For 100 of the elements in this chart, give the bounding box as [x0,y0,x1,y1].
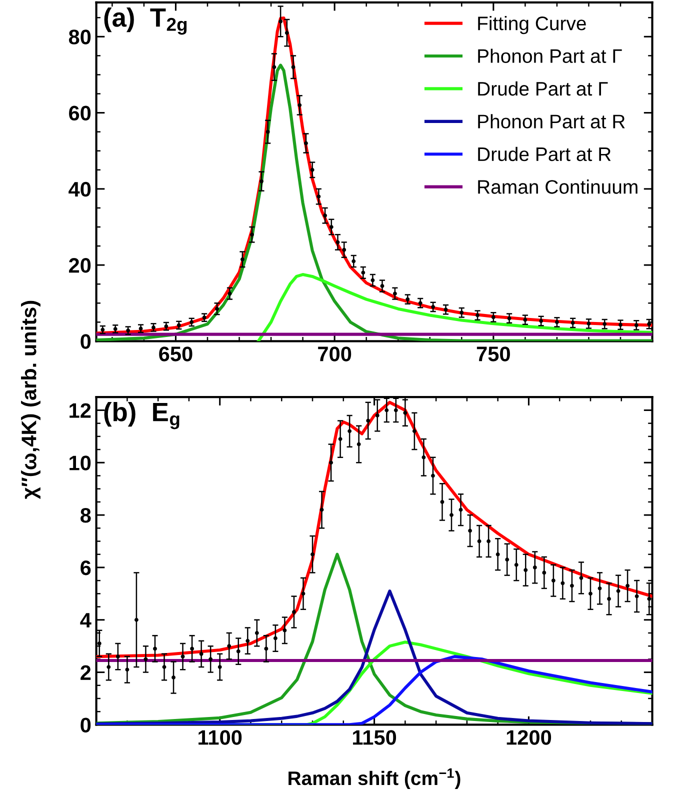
point [554,320,559,324]
point [310,168,314,172]
point [282,628,287,632]
point [406,297,410,302]
point [304,141,308,146]
point [227,644,232,648]
point [273,636,278,640]
point [370,278,375,282]
point [291,65,296,70]
point [172,676,176,680]
point [144,657,148,662]
legend-label: Phonon Part at Γ [478,48,622,63]
x-tick-label: 750 [476,346,510,362]
legend-label: Drude Part at Γ [478,81,608,96]
point [618,322,622,327]
point [444,308,448,312]
point [384,408,389,412]
point [208,657,213,662]
point [647,322,652,326]
y-tick-label: 12 [70,403,91,418]
point [634,323,638,328]
x-tick-label: 1150 [353,730,396,745]
point [250,232,254,237]
point [476,313,480,318]
point [616,589,620,593]
y-tick-label: 10 [70,456,91,470]
point [507,316,512,320]
point [491,315,496,320]
point [607,596,611,601]
point [458,508,463,512]
point [272,65,276,70]
point [523,318,528,322]
legend-label: Raman Continuum [478,180,638,194]
y-axis-title: χ″(ω,4K) (arb. units) [21,300,40,500]
point [320,508,324,512]
point [106,665,111,669]
line-series [256,273,652,342]
legend-label: Fitting Curve [478,16,586,34]
point [316,194,321,198]
point [392,292,397,296]
point [301,592,306,596]
y-tick-label: 40 [68,182,91,197]
point [586,322,591,326]
point [97,641,102,646]
point [264,646,268,651]
y-tick-label: 4 [80,613,92,628]
point [375,413,380,418]
point [278,19,283,24]
point [647,596,652,601]
point [342,248,346,252]
point [236,649,240,654]
point [246,638,250,643]
y-tick-label: 20 [68,258,91,273]
point [284,30,289,35]
point [292,610,296,614]
point [228,292,232,296]
point [199,652,204,656]
point [514,562,518,567]
point [431,474,435,478]
point [215,306,219,311]
point [134,618,138,622]
point [542,570,546,575]
y-tick-label: 0 [80,718,91,732]
y-tick-label: 60 [69,106,91,121]
point [180,654,185,659]
point [505,558,510,562]
point [412,429,416,434]
x-axis-title: Raman shift (cm$^{−1}$) [288,768,460,790]
point [240,257,244,262]
chart-title: (a) T$_{2g}$ [104,7,187,35]
point [348,429,352,434]
point [440,500,444,504]
point [298,103,302,108]
point [266,130,270,134]
point [579,576,584,580]
point [460,310,464,315]
point [477,539,482,544]
point [116,654,120,659]
point [468,528,472,533]
point [310,552,314,556]
x-tick-label: 650 [159,346,192,362]
point [329,225,334,229]
point [560,581,565,586]
point [570,320,575,325]
y-tick-label: 2 [80,665,91,680]
point [153,646,157,651]
point [323,214,328,218]
chart-title: (b) E$_{g}$ [104,402,180,430]
point [598,586,602,590]
point [329,460,334,465]
point [403,410,408,415]
legend-label: Drude Part at R [478,146,611,162]
point [254,631,259,635]
point [356,442,361,446]
point [336,240,340,244]
point [486,539,491,544]
point [218,665,222,669]
point [125,668,130,672]
x-tick-label: 1100 [198,730,242,745]
y-tick-label: 0 [80,334,91,349]
